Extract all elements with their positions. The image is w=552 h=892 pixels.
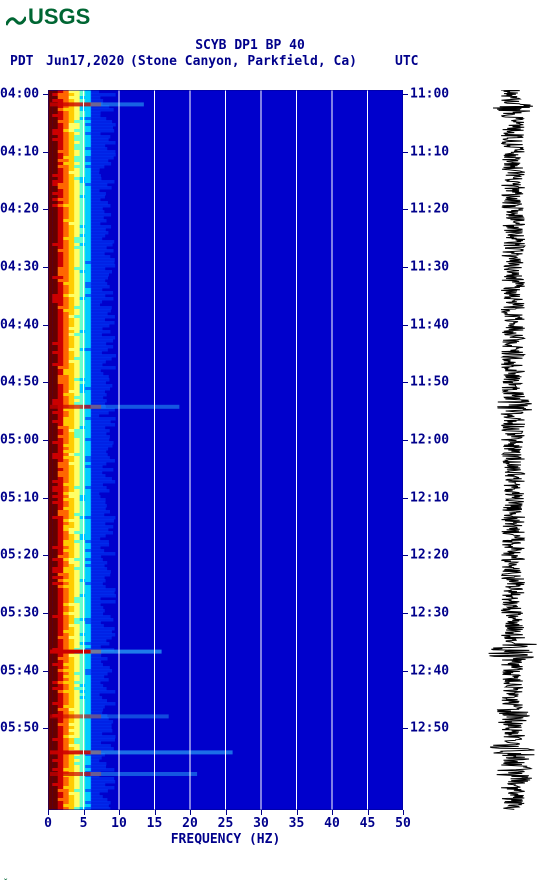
y-tick-left: 05:40 <box>0 663 39 678</box>
tick-mark <box>403 325 408 326</box>
usgs-logo: USGS <box>6 4 90 30</box>
tick-mark <box>403 613 408 614</box>
y-tick-left: 04:50 <box>0 375 39 390</box>
x-tick: 30 <box>253 816 269 831</box>
tick-mark <box>261 810 262 815</box>
spectrogram-canvas <box>48 90 403 810</box>
x-tick: 50 <box>395 816 411 831</box>
y-tick-left: 05:20 <box>0 548 39 563</box>
x-tick: 40 <box>324 816 340 831</box>
y-tick-right: 12:30 <box>410 606 449 621</box>
tick-mark <box>403 382 408 383</box>
tick-mark <box>403 498 408 499</box>
y-tick-left: 05:30 <box>0 606 39 621</box>
plot-title: SCYB DP1 BP 40 <box>0 38 500 53</box>
tick-mark <box>43 613 48 614</box>
y-tick-left: 04:00 <box>0 87 39 102</box>
x-tick: 5 <box>80 816 88 831</box>
timezone-left: PDT <box>10 54 33 69</box>
tick-mark <box>190 810 191 815</box>
tick-mark <box>155 810 156 815</box>
x-axis-label: FREQUENCY (HZ) <box>171 832 281 847</box>
wave-icon <box>6 9 26 25</box>
y-tick-left: 04:40 <box>0 317 39 332</box>
y-tick-left: 04:10 <box>0 144 39 159</box>
y-tick-right: 12:20 <box>410 548 449 563</box>
y-tick-right: 12:50 <box>410 721 449 736</box>
timezone-right: UTC <box>395 54 418 69</box>
y-tick-left: 05:10 <box>0 490 39 505</box>
x-tick: 20 <box>182 816 198 831</box>
tick-mark <box>43 440 48 441</box>
y-tick-right: 11:00 <box>410 87 449 102</box>
tick-mark <box>226 810 227 815</box>
y-tick-right: 11:30 <box>410 260 449 275</box>
y-tick-left: 04:20 <box>0 202 39 217</box>
tick-mark <box>43 382 48 383</box>
tick-mark <box>403 267 408 268</box>
y-tick-right: 11:10 <box>410 144 449 159</box>
tick-mark <box>297 810 298 815</box>
x-tick: 15 <box>147 816 163 831</box>
tick-mark <box>403 555 408 556</box>
tick-mark <box>43 267 48 268</box>
x-tick: 10 <box>111 816 127 831</box>
y-tick-right: 12:40 <box>410 663 449 678</box>
tick-mark <box>332 810 333 815</box>
tick-mark <box>403 810 404 815</box>
footer-mark: ˬ <box>4 870 7 881</box>
tick-mark <box>43 152 48 153</box>
logo-text: USGS <box>28 4 90 30</box>
tick-mark <box>403 728 408 729</box>
tick-mark <box>43 555 48 556</box>
tick-mark <box>48 810 49 815</box>
tick-mark <box>43 728 48 729</box>
y-tick-right: 11:20 <box>410 202 449 217</box>
y-tick-right: 11:40 <box>410 317 449 332</box>
plot-location: (Stone Canyon, Parkfield, Ca) <box>130 54 357 69</box>
tick-mark <box>403 209 408 210</box>
y-tick-right: 11:50 <box>410 375 449 390</box>
tick-mark <box>84 810 85 815</box>
y-tick-right: 12:10 <box>410 490 449 505</box>
tick-mark <box>43 498 48 499</box>
y-tick-right: 12:00 <box>410 433 449 448</box>
tick-mark <box>119 810 120 815</box>
y-tick-left: 04:30 <box>0 260 39 275</box>
spectrogram-plot <box>48 90 403 810</box>
tick-mark <box>43 94 48 95</box>
tick-mark <box>43 209 48 210</box>
tick-mark <box>43 325 48 326</box>
tick-mark <box>368 810 369 815</box>
x-tick: 0 <box>44 816 52 831</box>
tick-mark <box>43 671 48 672</box>
plot-date: Jun17,2020 <box>46 54 124 69</box>
y-tick-left: 05:50 <box>0 721 39 736</box>
y-tick-left: 05:00 <box>0 433 39 448</box>
seismogram-trace <box>488 90 538 810</box>
tick-mark <box>403 440 408 441</box>
x-tick: 25 <box>218 816 234 831</box>
tick-mark <box>403 94 408 95</box>
seismogram-canvas <box>488 90 538 810</box>
tick-mark <box>403 152 408 153</box>
x-tick: 45 <box>360 816 376 831</box>
tick-mark <box>403 671 408 672</box>
x-tick: 35 <box>289 816 305 831</box>
